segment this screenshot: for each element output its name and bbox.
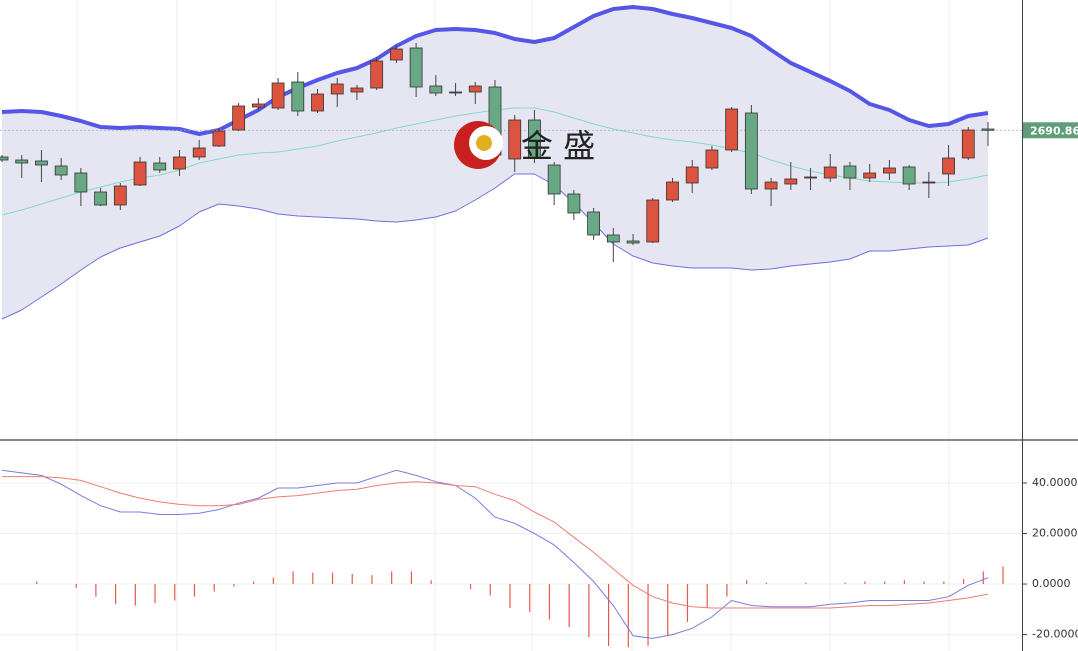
- y-tick-label: 40.0000: [1032, 476, 1078, 489]
- candle-body: [922, 181, 936, 184]
- band-fill: [2, 7, 988, 319]
- candle-body: [764, 181, 778, 190]
- candle-body: [133, 161, 147, 186]
- candle-body: [291, 81, 305, 112]
- macd-line: [2, 476, 989, 609]
- candle-body: [528, 119, 541, 159]
- y-tick-label: 0.0000: [1032, 577, 1071, 590]
- last-price-box: [1023, 122, 1078, 139]
- candle-body: [153, 162, 167, 171]
- candle-body: [883, 167, 896, 174]
- candle-body: [389, 48, 403, 61]
- candle-body: [547, 164, 561, 195]
- candle-body: [251, 103, 265, 108]
- candle-body: [429, 85, 443, 94]
- watermark-text: 金 盛: [521, 127, 595, 165]
- candle-body: [666, 181, 679, 201]
- candle-body: [15, 159, 29, 164]
- candle-body: [784, 178, 798, 185]
- candle-body: [468, 85, 482, 93]
- candle-body: [113, 185, 127, 206]
- candle-body: [370, 60, 384, 89]
- candle-body: [409, 47, 423, 88]
- candle-body: [961, 129, 975, 159]
- candle-body: [508, 119, 522, 160]
- candle-body: [942, 157, 955, 175]
- candle-body: [863, 172, 877, 179]
- candle-body: [567, 193, 581, 214]
- candle-body: [981, 128, 995, 131]
- candle-body: [232, 105, 246, 131]
- candle-body: [192, 147, 206, 158]
- candle-body: [823, 166, 837, 179]
- candle-body: [173, 156, 186, 170]
- candle-body: [74, 172, 88, 193]
- candle-body: [705, 149, 719, 169]
- candle-body: [94, 191, 107, 206]
- candle-body: [330, 83, 344, 95]
- candle-body: [0, 156, 9, 161]
- band-line: [1, 173, 989, 320]
- band-line: [1, 5, 989, 136]
- candle-body: [626, 240, 640, 244]
- macd-line: [1, 469, 989, 639]
- candle-body: [449, 91, 462, 94]
- y-tick-label: -20.0000: [1032, 628, 1078, 641]
- candle-body: [54, 165, 68, 176]
- watermark-logo: 金 盛: [454, 121, 595, 169]
- candle-body: [646, 199, 660, 243]
- plot-layer: 2690.86 -20.0000 0.0000 20.0000 40.0000: [0, 5, 1078, 648]
- candle-body: [271, 82, 285, 109]
- y-tick-label: 20.0000: [1032, 526, 1078, 539]
- candle-body: [902, 166, 916, 185]
- last-price-label: 2690.86: [1030, 124, 1078, 137]
- candle-body: [350, 87, 364, 93]
- candle-body: [311, 93, 324, 112]
- candle-body: [804, 176, 817, 179]
- candle-body: [725, 108, 739, 151]
- candle-body: [843, 165, 857, 179]
- candle-body: [606, 234, 620, 243]
- candle-body: [744, 112, 758, 190]
- candle-body: [212, 130, 226, 147]
- candle-body: [685, 166, 699, 184]
- candle-body: [587, 211, 600, 236]
- candle-body: [35, 160, 48, 166]
